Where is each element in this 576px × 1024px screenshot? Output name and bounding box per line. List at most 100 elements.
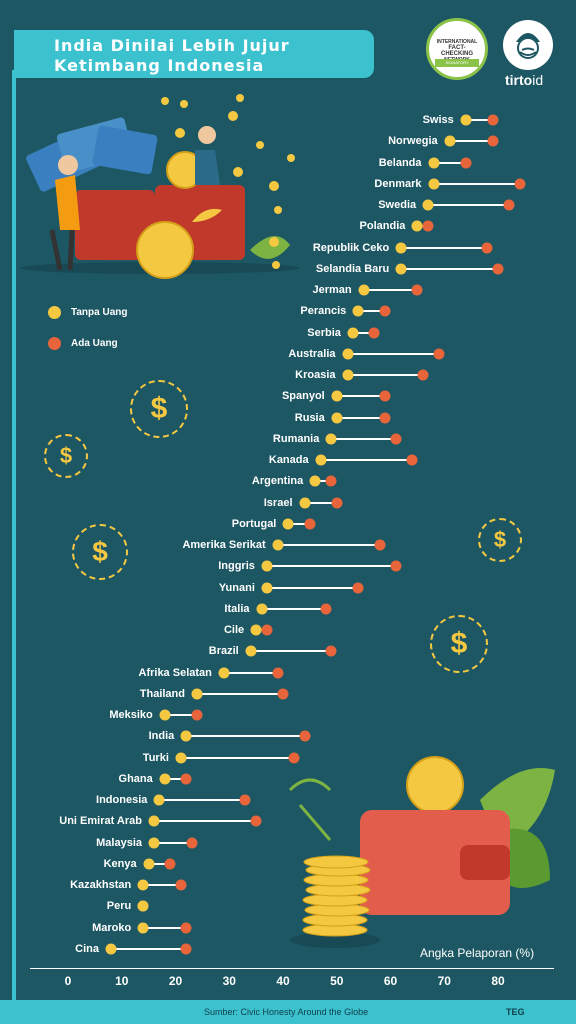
country-label: Denmark — [374, 177, 422, 190]
country-label: Malaysia — [96, 836, 142, 849]
country-label: Thailand — [139, 687, 185, 700]
connector-line — [304, 501, 337, 504]
dot-ada-uang — [304, 518, 316, 530]
title-banner: India Dinilai Lebih Jujur Ketimbang Indo… — [14, 30, 374, 78]
country-label: Argentina — [251, 475, 304, 488]
country-label: India — [148, 730, 175, 743]
frame-border — [12, 70, 16, 1005]
dot-tanpa-uang — [342, 369, 353, 381]
connector-line — [433, 182, 520, 185]
dot-ada-uang — [180, 943, 192, 955]
dot-ada-uang — [374, 539, 386, 551]
connector-line — [180, 756, 294, 759]
dot-tanpa-uang — [460, 114, 472, 126]
country-label: Rumania — [272, 432, 320, 445]
dot-tanpa-uang — [218, 667, 230, 679]
connector-line — [336, 416, 386, 419]
connector-line — [288, 522, 310, 525]
dot-ada-uang — [422, 220, 434, 232]
dollar-coin-icon: $ — [130, 380, 188, 438]
country-label: Uni Emirat Arab — [59, 815, 142, 828]
dot-ada-uang — [331, 497, 343, 509]
country-label: Rusia — [294, 411, 325, 424]
dollar-coin-icon: $ — [430, 615, 488, 673]
x-tick-label: 10 — [115, 974, 129, 988]
country-label: Afrika Selatan — [138, 666, 212, 679]
dot-tanpa-uang — [395, 242, 407, 254]
country-label: Republik Ceko — [312, 241, 390, 254]
brand-name: tirto — [505, 72, 533, 88]
dot-ada-uang — [481, 242, 493, 254]
dot-tanpa-uang — [299, 497, 310, 509]
dot-ada-uang — [406, 454, 418, 466]
dot-ada-uang — [239, 794, 251, 806]
fact-checking-badge: INTERNATIONAL FACT-CHECKING NETWORK SIGN… — [426, 18, 488, 80]
connector-line — [197, 692, 283, 695]
dot-tanpa-uang — [352, 305, 364, 317]
country-label: Belanda — [378, 156, 422, 169]
connector-line — [250, 650, 332, 653]
connector-line — [111, 948, 187, 950]
country-label: Peru — [106, 900, 132, 913]
money-wallet-illustration-top — [20, 117, 300, 279]
footer-bar — [0, 1000, 576, 1024]
dot-tanpa-uang — [159, 773, 171, 785]
dot-tanpa-uang — [261, 582, 273, 594]
dot-tanpa-uang — [325, 433, 337, 445]
dot-ada-uang — [299, 730, 310, 742]
dot-tanpa-uang — [245, 645, 257, 657]
legend-item-ada-uang: Ada Uang — [48, 337, 118, 350]
dot-tanpa-uang — [309, 475, 321, 487]
dot-tanpa-uang — [159, 709, 171, 721]
x-tick-label: 30 — [222, 974, 236, 988]
dot-ada-uang — [272, 667, 284, 679]
dot-ada-uang — [514, 178, 525, 190]
dot-tanpa-uang — [282, 518, 294, 530]
dot-ada-uang — [164, 858, 176, 870]
dot-tanpa-uang — [261, 560, 273, 572]
tirto-wordmark: tirtoid — [505, 72, 543, 88]
dot-tanpa-uang — [272, 539, 284, 551]
dot-ada-uang — [379, 390, 391, 402]
country-label: Maroko — [92, 921, 132, 934]
dot-ada-uang — [320, 603, 332, 615]
x-tick-label: 80 — [491, 974, 505, 988]
connector-line — [347, 374, 423, 377]
country-label: Polandia — [359, 220, 406, 233]
country-label: Portugal — [231, 517, 277, 530]
connector-line — [164, 714, 197, 717]
legend-item-tanpa-uang: Tanpa Uang — [48, 306, 127, 319]
legend-label: Ada Uang — [71, 338, 118, 349]
title-line-2: Ketimbang Indonesia — [54, 56, 265, 75]
dot-ada-uang — [352, 582, 364, 594]
dot-ada-uang — [433, 348, 445, 360]
country-label: Inggris — [218, 560, 255, 573]
dot-ada-uang — [180, 922, 192, 934]
connector-line — [465, 119, 493, 121]
dot-tanpa-uang — [358, 284, 370, 296]
dot-tanpa-uang — [143, 858, 155, 870]
dot-tanpa-uang — [315, 454, 327, 466]
badge-band: SIGNATORY — [435, 59, 479, 67]
dot-ada-uang — [325, 475, 337, 487]
country-label: Kroasia — [295, 369, 336, 382]
dot-tanpa-uang — [137, 922, 149, 934]
connector-line — [363, 289, 418, 292]
country-label: Italia — [224, 602, 250, 615]
country-label: Norwegia — [388, 135, 438, 148]
connector-line — [315, 480, 332, 483]
source-text: Sumber: Civic Honesty Around the Globe — [204, 1007, 369, 1017]
dot-ada-uang — [460, 157, 472, 168]
connector-line — [154, 820, 257, 823]
dot-ada-uang — [417, 369, 429, 381]
country-label: Indonesia — [96, 794, 148, 807]
title-line-1: India Dinilai Lebih Jujur — [54, 36, 290, 55]
connector-line — [164, 777, 187, 780]
dot-tanpa-uang — [175, 752, 187, 764]
x-tick-label: 40 — [276, 974, 290, 988]
connector-line — [320, 459, 412, 462]
dot-tanpa-uang — [342, 348, 353, 360]
connector-line — [352, 331, 375, 334]
dot-ada-uang — [379, 412, 391, 424]
mascot-icon — [516, 33, 540, 59]
